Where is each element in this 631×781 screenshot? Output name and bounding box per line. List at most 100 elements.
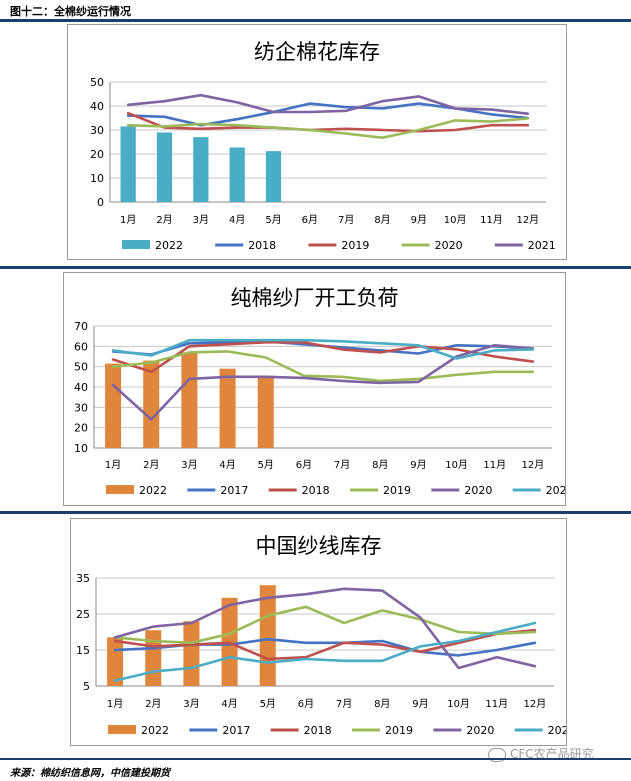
bar-2022 (143, 360, 160, 448)
legend-entry-2017: 2017 (187, 484, 248, 497)
y-tick-label: 10 (90, 172, 104, 185)
legend-entry-2018: 2018 (215, 239, 276, 252)
legend-label: 2021 (546, 484, 565, 497)
chart-cotton-inventory: 纺企棉花库存 0 10 20 30 40 50 1月 2月 3月 4月 5月 6月 7月 8月 9月 10月 11… (67, 24, 567, 260)
legend-label: 2022 (155, 239, 183, 252)
x-tick-label: 12月 (516, 214, 539, 226)
legend-label: 2019 (341, 239, 369, 252)
x-tick-label: 7月 (336, 698, 352, 710)
x-tick-label: 1月 (120, 214, 136, 226)
x-tick-label: 1月 (105, 459, 121, 471)
x-tick-label: 9月 (411, 214, 427, 226)
x-tick-label: 2月 (143, 459, 159, 471)
legend-label: 2020 (435, 239, 463, 252)
x-tick-label: 11月 (480, 214, 503, 226)
x-tick-label: 7月 (338, 214, 354, 226)
chart-title: 中国纱线库存 (256, 534, 382, 558)
section-rule-2 (0, 511, 631, 514)
bar-2022 (120, 126, 136, 202)
series-line-2021 (113, 621, 537, 682)
bar-2022 (156, 132, 173, 202)
legend-entry-2022: 2022 (122, 239, 183, 252)
series-line-2019 (113, 605, 537, 645)
legend-entry-2022: 2022 (108, 724, 169, 737)
legend-entry-2019: 2019 (350, 484, 411, 497)
y-tick-label: 15 (76, 644, 90, 657)
y-tick-label: 25 (76, 608, 90, 621)
legend-entry-2018: 2018 (268, 484, 330, 497)
y-tick-label: 20 (74, 422, 88, 435)
x-tick-label: 4月 (229, 214, 245, 226)
chart-yarn-mill-load: 纯棉纱厂开工负荷 10 20 30 40 50 60 70 1月 2月 3月 4月 5月 6月 7月 8月 9月… (63, 272, 566, 506)
legend-label: 2017 (222, 724, 250, 737)
x-tick-label: 10月 (447, 698, 470, 710)
wechat-icon (488, 747, 506, 762)
y-tick-label: 5 (83, 680, 90, 693)
chart-svg: 纯棉纱厂开工负荷 10 20 30 40 50 60 70 1月 2月 3月 4月 5月 6月 7月 8月 9月… (74, 286, 565, 497)
x-tick-label: 7月 (334, 459, 350, 471)
y-tick-label: 10 (74, 442, 88, 455)
x-tick-label: 12月 (522, 459, 545, 471)
chart-title: 纯棉纱厂开工负荷 (231, 286, 399, 310)
x-tick-label: 4月 (219, 459, 235, 471)
y-tick-label: 60 (74, 340, 88, 353)
legend-label: 2018 (248, 239, 276, 252)
y-tick-label: 0 (97, 196, 104, 209)
header-rule (0, 19, 631, 22)
legend-label: 2020 (466, 724, 494, 737)
x-tick-label: 2月 (156, 214, 172, 226)
x-tick-label: 6月 (298, 698, 314, 710)
x-tick-label: 11月 (485, 698, 508, 710)
bar-2022 (105, 363, 122, 448)
legend-label: 2018 (304, 724, 332, 737)
series-line-2021 (126, 93, 530, 115)
legend-entry-2021: 2021 (494, 239, 556, 252)
bar-2022 (229, 147, 245, 202)
series-line-2018 (113, 628, 537, 661)
y-tick-label: 70 (74, 320, 88, 333)
legend-entry-2018: 2018 (270, 724, 332, 737)
x-tick-label: 6月 (302, 214, 318, 226)
bar-2022 (181, 352, 198, 448)
bar-2022 (183, 621, 200, 686)
bar-2022 (257, 375, 274, 448)
x-tick-label: 5月 (260, 698, 276, 710)
y-tick-label: 30 (90, 124, 104, 137)
figure-label: 图十二：全棉纱运行情况 (10, 5, 131, 18)
chart-svg: 中国纱线库存 5 15 25 35 1月 2月 3月 4月 5月 6月 7月 8月 9月 10月 11月 12月… (76, 534, 566, 737)
section-rule-1 (0, 266, 631, 269)
y-tick-label: 20 (90, 148, 104, 161)
x-tick-label: 3月 (193, 214, 209, 226)
series-line-2020 (126, 117, 530, 139)
bar-2022 (259, 585, 276, 686)
series-line-2019 (126, 111, 530, 133)
x-tick-label: 11月 (483, 459, 506, 471)
legend-entry-2020: 2020 (401, 239, 463, 252)
legend-entry-2020: 2020 (433, 724, 494, 737)
legend-label: 2021 (528, 239, 556, 252)
legend-swatch (122, 240, 150, 249)
x-tick-label: 1月 (107, 698, 123, 710)
x-tick-label: 9月 (410, 459, 426, 471)
legend-entry-2017: 2017 (189, 724, 250, 737)
bar-2022 (265, 151, 282, 202)
x-tick-label: 8月 (372, 459, 388, 471)
legend-label: 2019 (385, 724, 413, 737)
legend-entry-2019: 2019 (352, 724, 413, 737)
legend-entry-2021: 2021 (514, 724, 566, 737)
legend-swatch (108, 725, 136, 734)
bar-2022 (193, 137, 209, 202)
series-line-2018 (111, 341, 535, 374)
source-note: 来源：棉纺织信息网，中信建投期货 (10, 768, 170, 779)
series-line-2020 (113, 587, 537, 670)
bar-2022 (219, 368, 236, 448)
x-tick-label: 5月 (265, 214, 281, 226)
x-tick-label: 10月 (444, 214, 467, 226)
x-tick-label: 10月 (445, 459, 468, 471)
legend-label: 2021 (548, 724, 566, 737)
legend-label: 2017 (220, 484, 248, 497)
x-tick-label: 12月 (524, 698, 547, 710)
legend-entry-2020: 2020 (431, 484, 492, 497)
x-tick-label: 3月 (181, 459, 197, 471)
watermark-text: CFC农产品研究 (510, 747, 594, 761)
